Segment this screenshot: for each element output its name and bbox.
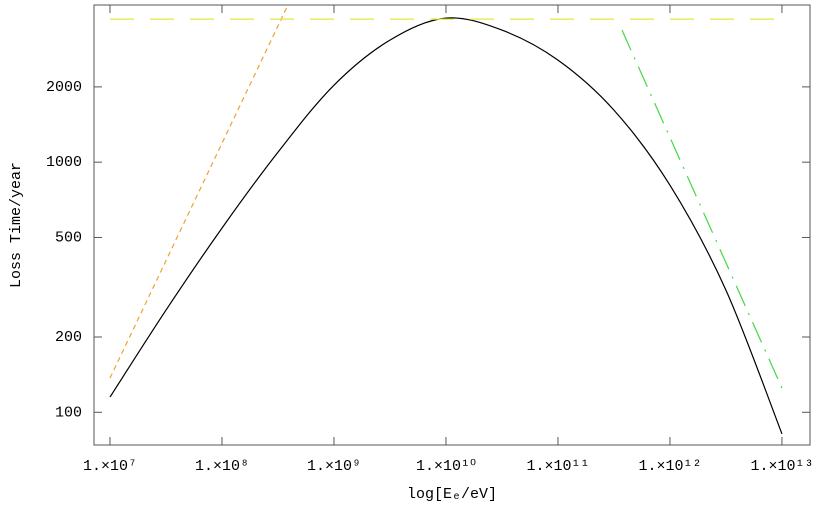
series-line	[109, 5, 289, 379]
x-tick-label: 1.×10⁹	[307, 458, 361, 475]
series-line	[109, 17, 783, 435]
y-tick-label: 2000	[46, 79, 82, 96]
y-tick-label: 500	[55, 229, 82, 246]
plot-frame	[93, 4, 811, 446]
y-tick-label: 100	[55, 404, 82, 421]
y-axis-label: Loss Time/year	[8, 162, 25, 288]
x-axis-label: log[Eₑ/eV]	[407, 486, 497, 503]
x-tick-label: 1.×10¹⁰	[416, 458, 476, 475]
y-tick-label: 1000	[46, 154, 82, 171]
x-tick-label: 1.×10¹³	[750, 458, 813, 475]
x-tick-label: 1.×10⁸	[195, 458, 249, 475]
x-tick-label: 1.×10¹²	[638, 458, 701, 475]
x-tick-label: 1.×10¹¹	[526, 458, 589, 475]
series-line	[621, 29, 783, 389]
x-tick-label: 1.×10⁷	[83, 458, 137, 475]
y-tick-label: 200	[55, 329, 82, 346]
